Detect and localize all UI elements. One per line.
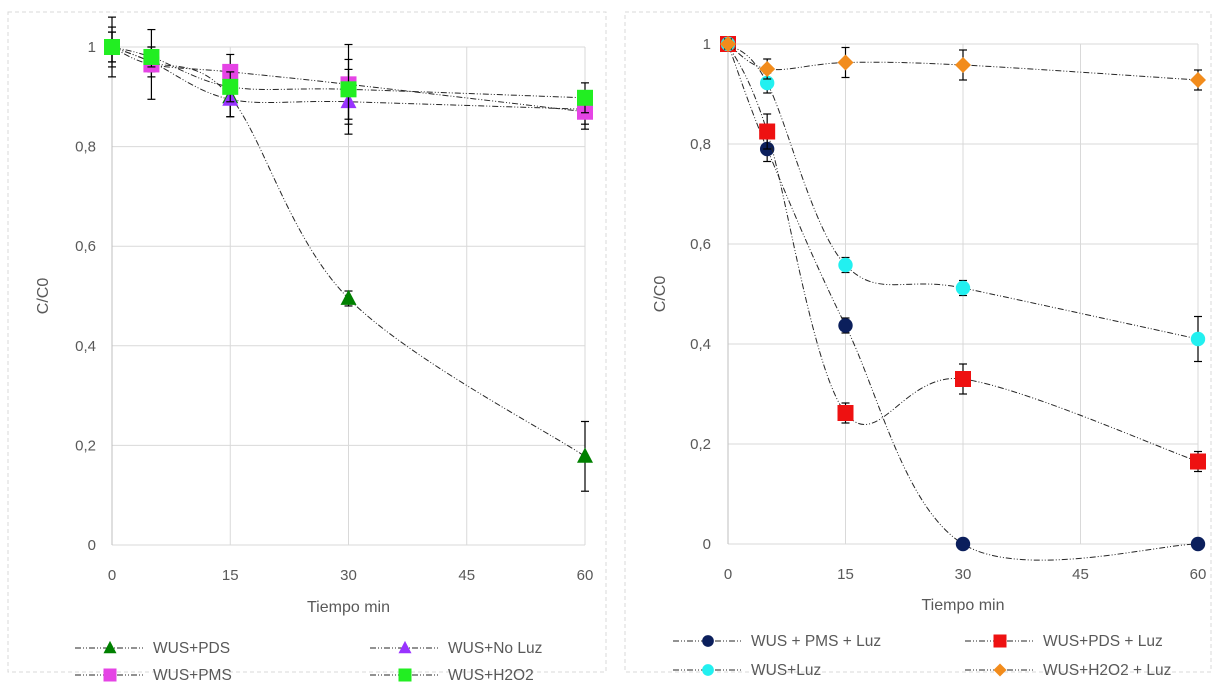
data-point (1190, 453, 1206, 470)
legend-marker (398, 640, 412, 654)
y-tick-label: 0,8 (690, 136, 711, 153)
data-point (577, 447, 593, 463)
data-point (955, 57, 971, 73)
series-wus-h2o2-luz (720, 36, 1206, 91)
legend-marker (702, 635, 714, 647)
series-wus-h2o2 (104, 31, 593, 120)
legend-label: WUS + PMS + Luz (751, 633, 881, 650)
x-tick-label: 0 (724, 566, 732, 583)
data-point (838, 257, 853, 273)
data-point (577, 89, 593, 106)
legend-label: WUS+H2O2 + Luz (1043, 662, 1171, 679)
data-point (1190, 536, 1206, 552)
x-tick-label: 15 (222, 567, 239, 584)
y-tick-label: 0,2 (690, 436, 711, 453)
x-tick-label: 45 (1072, 566, 1089, 583)
data-point (837, 405, 854, 421)
data-point (955, 280, 971, 296)
y-tick-label: 1 (88, 39, 96, 56)
x-tick-label: 60 (1190, 566, 1207, 583)
legend-item-wus-no-luz: WUS+No Luz (370, 640, 542, 657)
chart-frame (7, 11, 607, 673)
x-tick-label: 15 (837, 566, 854, 583)
x-tick-label: 60 (577, 567, 594, 584)
chart-2: 0 0,2 0,4 0,6 0,8 1 0 15 30 45 60 Tiempo min C/C0 WUS… (624, 11, 1212, 679)
data-point (720, 36, 736, 52)
x-axis-title: Tiempo min (922, 597, 1005, 614)
y-tick-label: 0,6 (690, 236, 711, 253)
data-point (1190, 331, 1206, 347)
legend-item-wus-h2o2-luz: WUS+H2O2 + Luz (965, 662, 1171, 679)
y-tick-label: 1 (703, 36, 711, 53)
data-point (759, 123, 776, 140)
legend-marker (993, 634, 1007, 648)
legend-label: WUS+No Luz (448, 640, 542, 657)
y-axis-title: C/C0 (652, 276, 669, 313)
legend-marker (103, 668, 117, 682)
legend-item-wus-pds: WUS+PDS (75, 640, 230, 657)
legend-label: WUS+Luz (751, 662, 821, 679)
y-tick-label: 0,6 (75, 238, 96, 255)
legend-label: WUS+H2O2 (448, 667, 534, 684)
legend-item-wus-luz: WUS+Luz (673, 662, 821, 679)
series-line (111, 46, 586, 113)
y-tick-label: 0,8 (75, 139, 96, 156)
x-axis-title: Tiempo min (307, 599, 390, 616)
data-point (838, 318, 853, 333)
legend-label: WUS+PDS + Luz (1043, 633, 1163, 650)
data-point (143, 48, 160, 65)
data-point (1190, 72, 1206, 88)
data-point (759, 61, 776, 77)
data-point (955, 371, 971, 387)
x-tick-label: 45 (458, 567, 475, 584)
data-point (104, 39, 120, 55)
chart-frame (624, 11, 1212, 673)
legend-label: WUS+PMS (153, 667, 232, 684)
y-tick-label: 0,4 (75, 338, 96, 355)
x-tick-label: 30 (955, 566, 972, 583)
x-tick-label: 30 (340, 567, 357, 584)
legend-item-wus-h2o2: WUS+H2O2 (370, 667, 534, 684)
legend-marker (398, 668, 412, 682)
y-tick-label: 0 (703, 536, 711, 553)
data-point (955, 536, 971, 552)
legend-marker (993, 663, 1007, 677)
legend-marker (103, 640, 117, 654)
y-tick-label: 0,2 (75, 437, 96, 454)
legend-label: WUS+PDS (153, 640, 230, 657)
data-point (222, 78, 239, 95)
legend-item-wus-pms: WUS+PMS (75, 667, 232, 684)
x-tick-label: 0 (108, 567, 116, 584)
y-tick-label: 0,4 (690, 336, 711, 353)
data-point (837, 54, 854, 71)
chart-1: 0 0,2 0,4 0,6 0,8 1 0 15 30 45 60 Tiempo min C/C0 WUS… (7, 11, 607, 684)
y-tick-label: 0 (88, 537, 96, 554)
legend-item-wus-pds-luz: WUS+PDS + Luz (965, 633, 1163, 650)
legend-marker (702, 664, 714, 676)
data-point (340, 289, 357, 305)
legend-item-wus-pms-luz: WUS + PMS + Luz (673, 633, 881, 650)
y-axis-title: C/C0 (35, 278, 52, 315)
data-point (340, 81, 357, 98)
